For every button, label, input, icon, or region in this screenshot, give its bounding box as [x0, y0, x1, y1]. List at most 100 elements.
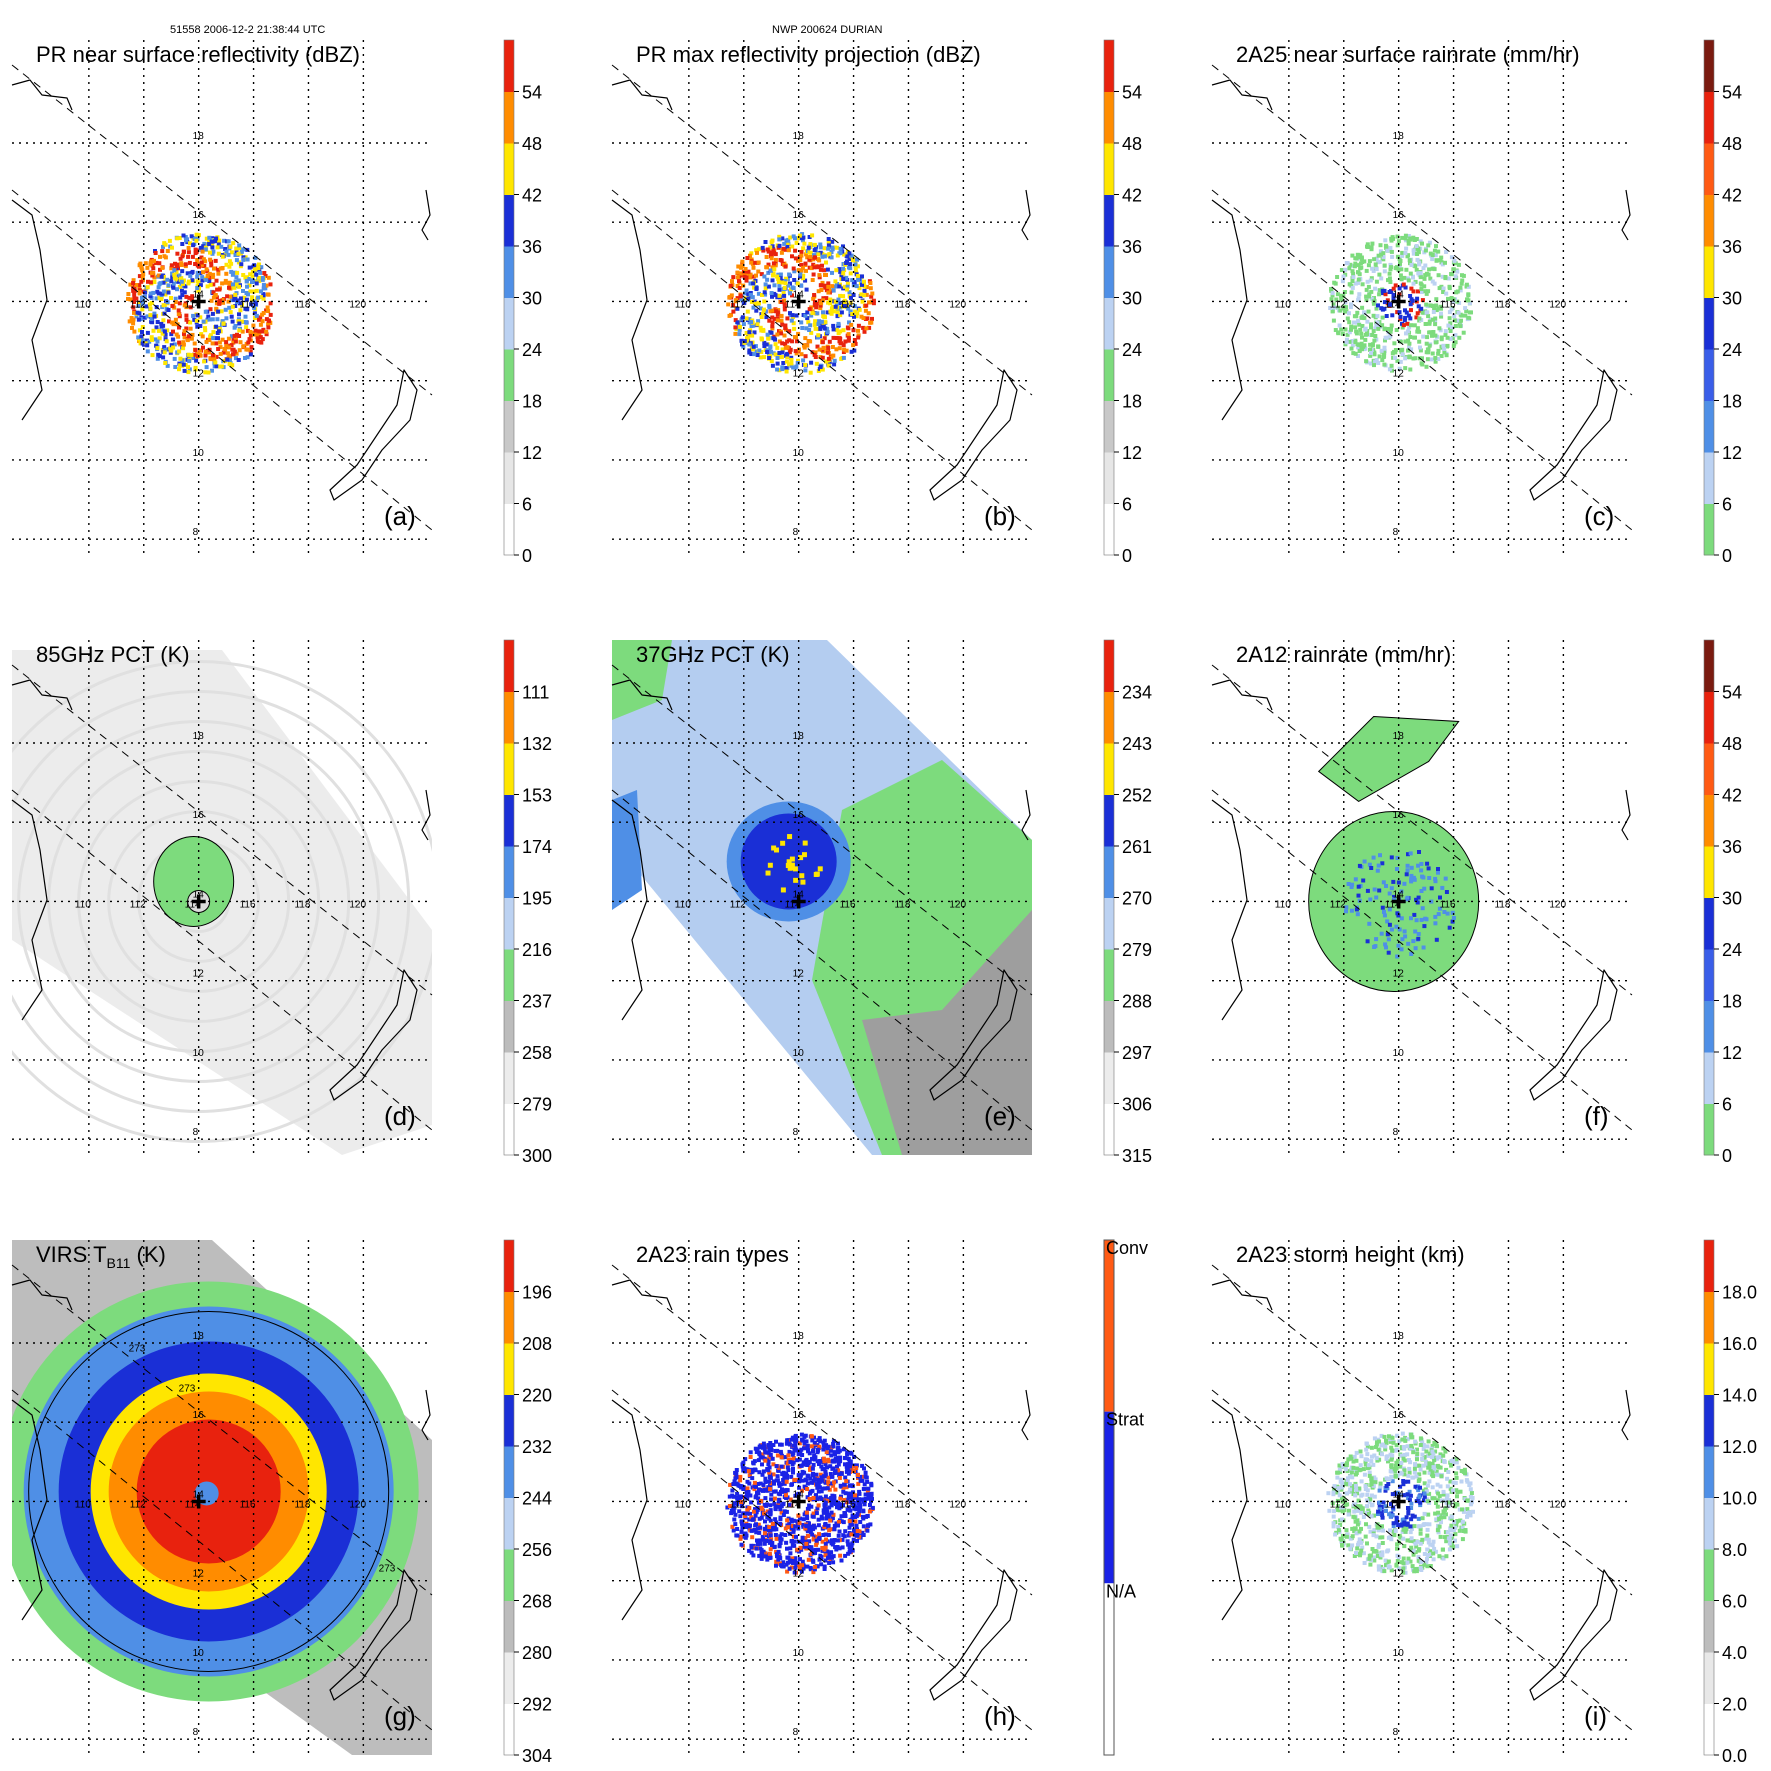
echo-pixel: [1357, 863, 1362, 868]
echo-pixel: [851, 343, 856, 348]
echo-pixel: [211, 353, 215, 358]
echo-pixel: [150, 273, 155, 278]
echo-pixel: [1369, 1459, 1374, 1464]
echo-pixel: [833, 304, 838, 309]
echo-pixel: [848, 1459, 853, 1464]
echo-pixel: [846, 306, 851, 311]
echo-pixel: [1384, 1441, 1389, 1446]
echo-pixel: [220, 319, 225, 324]
echo-pixel: [247, 337, 252, 342]
echo-pixel: [764, 342, 769, 347]
colorbar-segment: [1704, 691, 1714, 744]
echo-pixel: [1378, 1555, 1383, 1560]
echo-pixel: [801, 238, 805, 243]
echo-pixel: [193, 247, 198, 252]
echo-pixel: [808, 255, 813, 259]
echo-pixel: [764, 255, 769, 259]
echo-pixel: [746, 269, 751, 274]
lat-label: 16: [793, 210, 805, 221]
echo-pixel: [224, 249, 229, 254]
echo-pixel: [845, 1539, 850, 1544]
echo-pixel: [843, 1553, 848, 1558]
echo-pixel: [1449, 1523, 1454, 1528]
colorbar-segment: [1704, 349, 1714, 401]
echo-pixel: [793, 1447, 798, 1452]
echo-pixel: [237, 243, 242, 248]
echo-pixel: [1347, 330, 1352, 335]
echo-pixel: [831, 1441, 836, 1446]
echo-pixel: [818, 242, 823, 247]
echo-pixel: [798, 1463, 803, 1468]
echo-pixel: [1449, 1463, 1454, 1468]
echo-pixel: [764, 1539, 769, 1543]
echo-pixel: [808, 370, 813, 375]
echo-pixel: [192, 352, 197, 357]
echo-pixel: [1466, 284, 1471, 289]
echo-pixel: [169, 266, 174, 271]
echo-pixel: [845, 281, 850, 286]
echo-pixel: [831, 309, 836, 314]
echo-pixel: [815, 265, 820, 270]
panel-title-f: 2A12 rainrate (mm/hr): [1236, 642, 1451, 667]
echo-pixel: [1377, 1542, 1381, 1547]
echo-pixel: [241, 255, 246, 260]
echo-pixel: [1402, 275, 1407, 280]
lon-label: 120: [349, 1499, 366, 1510]
echo-pixel: [870, 291, 875, 296]
swath-edge: [1211, 189, 1633, 531]
echo-pixel: [1329, 287, 1333, 291]
echo-pixel: [217, 287, 222, 292]
echo-pixel: [1374, 306, 1379, 311]
lat-label: 8: [193, 1727, 199, 1738]
echo-pixel: [1420, 1440, 1425, 1445]
echo-pixel: [768, 1547, 773, 1552]
coastline: [11, 199, 48, 421]
echo-pixel: [766, 335, 771, 340]
colorbar-segment: [1104, 1000, 1114, 1053]
echo-pixel: [762, 307, 766, 312]
echo-pixel: [1408, 237, 1413, 242]
deep-convection: [800, 879, 806, 885]
echo-pixel: [1356, 893, 1361, 898]
echo-pixel: [1408, 335, 1413, 339]
echo-pixel: [165, 277, 170, 282]
echo-pixel: [764, 315, 769, 320]
echo-pixel: [1344, 305, 1348, 310]
echo-pixel: [1458, 1518, 1463, 1523]
coastline: [1211, 79, 1273, 111]
echo-pixel: [214, 324, 219, 329]
echo-pixel: [254, 279, 259, 284]
echo-pixel: [789, 318, 794, 323]
echo-pixel: [1439, 311, 1443, 316]
echo-pixel: [776, 1557, 781, 1562]
echo-pixel: [1370, 266, 1375, 271]
echo-pixel: [802, 241, 807, 246]
echo-pixel: [229, 314, 234, 319]
echo-pixel: [736, 264, 741, 269]
echo-pixel: [778, 1534, 783, 1539]
echo-pixel: [735, 1527, 740, 1531]
echo-pixel: [749, 320, 754, 325]
echo-pixel: [827, 339, 832, 344]
echo-pixel: [755, 353, 760, 357]
echo-pixel: [1406, 253, 1410, 258]
echo-pixel: [818, 355, 823, 360]
echo-pixel: [149, 316, 154, 321]
echo-pixel: [1449, 307, 1454, 312]
echo-pixel: [847, 1519, 852, 1524]
echo-pixel: [1358, 327, 1363, 332]
echo-pixel: [750, 1476, 755, 1481]
echo-pixel: [856, 333, 861, 338]
echo-pixel: [763, 292, 768, 297]
echo-pixel: [805, 1529, 810, 1533]
echo-pixel: [1409, 286, 1414, 291]
echo-pixel: [237, 348, 242, 353]
echo-pixel: [853, 266, 858, 271]
echo-pixel: [770, 1521, 775, 1526]
echo-pixel: [258, 322, 263, 327]
echo-pixel: [154, 343, 159, 348]
echo-pixel: [1389, 1445, 1394, 1450]
echo-pixel: [756, 260, 761, 265]
echo-pixel: [1445, 911, 1450, 916]
